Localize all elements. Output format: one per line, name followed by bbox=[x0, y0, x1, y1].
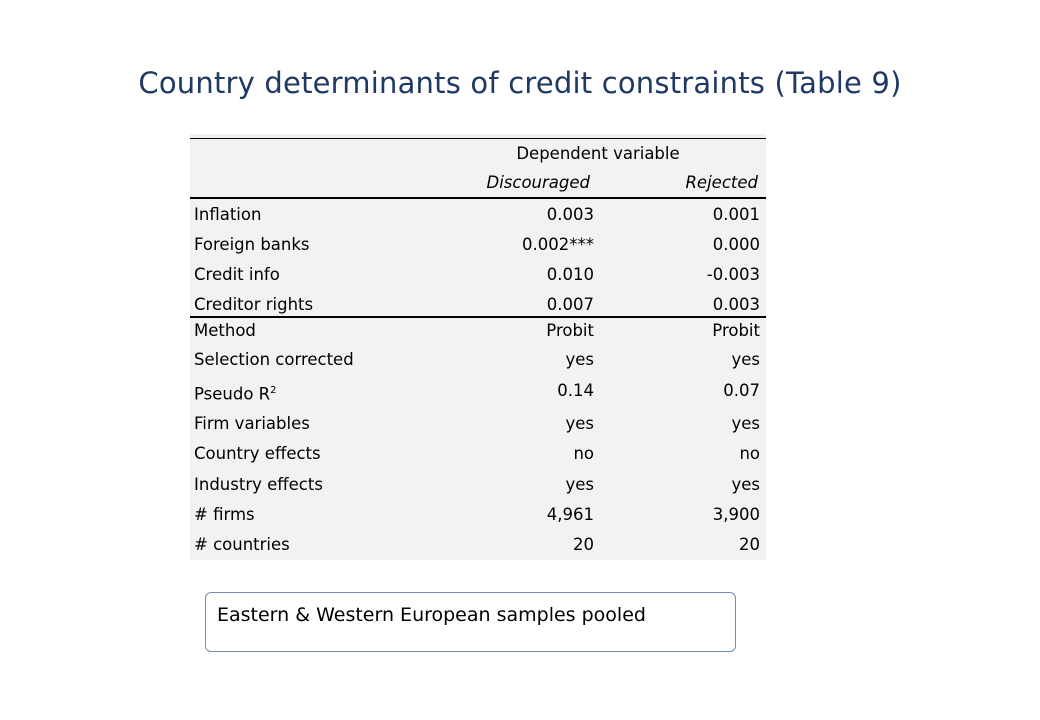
row-label-text: Inflation bbox=[194, 205, 262, 224]
table-row: Inflation 0.003 0.001 bbox=[190, 200, 766, 230]
row-label: Firm variables bbox=[194, 409, 310, 439]
row-label-text: Creditor rights bbox=[194, 295, 314, 314]
row-label-text: Firm variables bbox=[194, 414, 310, 433]
table-row: Creditor rights 0.007 0.003 bbox=[190, 290, 766, 320]
cell-rejected: 0.07 bbox=[723, 381, 760, 400]
cell-discouraged: yes bbox=[565, 350, 594, 369]
table-row: Method Probit Probit bbox=[190, 316, 766, 346]
cell-discouraged: 0.003 bbox=[546, 205, 594, 224]
cell-rejected: -0.003 bbox=[706, 265, 760, 284]
cell-rejected: 0.000 bbox=[712, 235, 760, 254]
row-label: Method bbox=[194, 316, 256, 346]
cell-rejected: 0.003 bbox=[712, 295, 760, 314]
cell-rejected: yes bbox=[731, 350, 760, 369]
row-label-text: Country effects bbox=[194, 444, 321, 463]
row-label-text: Selection corrected bbox=[194, 350, 354, 369]
table-row: # firms 4,961 3,900 bbox=[190, 500, 766, 530]
table-row: Foreign banks 0.002*** 0.000 bbox=[190, 230, 766, 260]
table-row: Industry effects yes yes bbox=[190, 470, 766, 500]
cell-discouraged: Probit bbox=[546, 321, 594, 340]
row-label-text: # countries bbox=[194, 535, 290, 554]
cell-rejected: no bbox=[739, 444, 760, 463]
cell-discouraged: 0.010 bbox=[546, 265, 594, 284]
cell-discouraged: 0.002*** bbox=[522, 235, 594, 254]
cell-rejected: yes bbox=[731, 414, 760, 433]
cell-rejected: yes bbox=[731, 475, 760, 494]
note-text: Eastern & Western European samples poole… bbox=[217, 604, 646, 626]
cell-discouraged: yes bbox=[565, 475, 594, 494]
table-row: Pseudo R2 0.14 0.07 bbox=[190, 376, 766, 406]
cell-rejected: Probit bbox=[712, 321, 760, 340]
cell-discouraged: 4,961 bbox=[546, 505, 594, 524]
note-box: Eastern & Western European samples poole… bbox=[205, 592, 736, 652]
row-label: Pseudo R2 bbox=[194, 376, 277, 410]
row-label: Country effects bbox=[194, 439, 321, 469]
slide-title: Country determinants of credit constrain… bbox=[138, 66, 902, 100]
cell-discouraged: 0.007 bbox=[546, 295, 594, 314]
table-row: Firm variables yes yes bbox=[190, 409, 766, 439]
table-row: Credit info 0.010 -0.003 bbox=[190, 260, 766, 290]
row-label-text: Foreign banks bbox=[194, 235, 310, 254]
row-label: Foreign banks bbox=[194, 230, 310, 260]
cell-discouraged: no bbox=[573, 444, 594, 463]
row-label: Selection corrected bbox=[194, 345, 354, 375]
results-table: Dependent variable Discouraged Rejected … bbox=[190, 134, 766, 560]
row-label: Creditor rights bbox=[194, 290, 313, 320]
column-header-discouraged: Discouraged bbox=[468, 168, 590, 198]
row-label-text: # firms bbox=[194, 505, 255, 524]
cell-rejected: 3,900 bbox=[712, 505, 760, 524]
row-label: Credit info bbox=[194, 260, 280, 290]
cell-discouraged: 0.14 bbox=[557, 381, 594, 400]
row-label-superscript: 2 bbox=[270, 385, 277, 396]
table-row: Selection corrected yes yes bbox=[190, 345, 766, 375]
row-label: Industry effects bbox=[194, 470, 323, 500]
section-divider bbox=[190, 316, 766, 318]
table-header-row: Dependent variable bbox=[190, 138, 766, 168]
dependent-variable-header: Dependent variable bbox=[516, 144, 680, 163]
row-label: # firms bbox=[194, 500, 255, 530]
cell-discouraged: 20 bbox=[573, 535, 594, 554]
table-row: # countries 20 20 bbox=[190, 530, 766, 560]
row-label-text: Industry effects bbox=[194, 475, 323, 494]
column-header-row: Discouraged Rejected bbox=[190, 168, 766, 199]
column-header-rejected: Rejected bbox=[661, 168, 758, 198]
table-row: Country effects no no bbox=[190, 439, 766, 469]
row-label: # countries bbox=[194, 530, 290, 560]
row-label-text: Method bbox=[194, 321, 256, 340]
cell-rejected: 20 bbox=[739, 535, 760, 554]
row-label-text: Credit info bbox=[194, 265, 280, 284]
row-label: Inflation bbox=[194, 200, 261, 230]
row-label-text: Pseudo R bbox=[194, 384, 271, 404]
cell-discouraged: yes bbox=[565, 414, 594, 433]
cell-rejected: 0.001 bbox=[712, 205, 760, 224]
